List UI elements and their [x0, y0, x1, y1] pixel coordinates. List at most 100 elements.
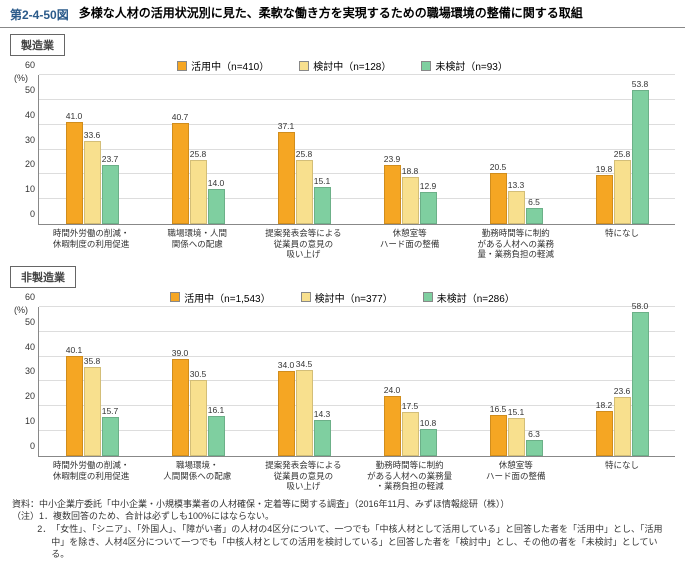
- bar-group-3: 23.918.812.9: [357, 75, 463, 224]
- bar: 34.0: [278, 371, 295, 455]
- bar: 33.6: [84, 141, 101, 224]
- note2-key: 2．: [12, 523, 51, 561]
- chart-panel-panel2: 非製造業活用中（n=1,543）検討中（n=377）未検討（n=286）(%)0…: [0, 260, 685, 492]
- x-tick-label-0: 時間外労働の削減・休暇制度の利用促進: [38, 460, 144, 492]
- legend-swatch: [421, 61, 431, 71]
- figure-title: 多様な人材の活用状況別に見た、柔軟な働き方を実現するための職場環境の整備に関する…: [79, 6, 583, 22]
- bar: 40.1: [66, 356, 83, 456]
- bar: 41.0: [66, 122, 83, 224]
- bar-group-4: 20.513.36.5: [463, 75, 569, 224]
- bar: 25.8: [190, 160, 207, 224]
- bar: 19.8: [596, 175, 613, 224]
- legend-label: 活用中（n=1,543）: [184, 290, 270, 305]
- footer-notes: 資料：中小企業庁委託「中小企業・小規模事業者の人材確保・定着等に関する調査」（2…: [0, 492, 685, 571]
- y-tick-label: 50: [17, 317, 35, 327]
- y-tick-label: 50: [17, 85, 35, 95]
- legend-item-2: 未検討（n=93）: [421, 58, 508, 73]
- bar-value-label: 53.8: [632, 79, 649, 89]
- bar-group-5: 18.223.658.0: [569, 307, 675, 456]
- x-axis-labels: 時間外労働の削減・休暇制度の利用促進職場環境・人間関係への配慮提案発表会等による…: [38, 228, 675, 260]
- bar-value-label: 25.8: [296, 149, 313, 159]
- y-tick-label: 40: [17, 110, 35, 120]
- x-tick-label-0: 時間外労働の削減・休暇制度の利用促進: [38, 228, 144, 260]
- y-tick-label: 40: [17, 342, 35, 352]
- note1-text: 複数回答のため、合計は必ずしも100%にはならない。: [53, 510, 274, 523]
- x-tick-label-2: 提案発表会等による従業員の意見の吸い上げ: [250, 460, 356, 492]
- bar: 15.1: [314, 187, 331, 224]
- bar: 25.8: [296, 160, 313, 224]
- bar-group-5: 19.825.8 53.8: [569, 75, 675, 224]
- bar-value-label: 12.9: [420, 181, 437, 191]
- bar-value-label: 41.0: [66, 111, 83, 121]
- bar-value-label: 30.5: [190, 369, 207, 379]
- bar-group-2: 34.034.514.3: [251, 307, 357, 456]
- y-tick-label: 20: [17, 391, 35, 401]
- bar: 10.8: [420, 429, 437, 456]
- y-tick-label: 30: [17, 135, 35, 145]
- bar-value-label: 23.6: [614, 386, 631, 396]
- bar-value-label: 15.1: [314, 176, 331, 186]
- legend-label: 検討中（n=377）: [315, 290, 393, 305]
- bar: 12.9: [420, 192, 437, 224]
- bar-value-label: 18.2: [596, 400, 613, 410]
- legend: 活用中（n=410）検討中（n=128）未検討（n=93）: [10, 58, 675, 73]
- bar: 24.0: [384, 396, 401, 456]
- bar-value-label: 15.7: [102, 406, 119, 416]
- legend-swatch: [177, 61, 187, 71]
- x-tick-label-4: 勤務時間等に制約がある人材への業務量・業務負担の軽減: [463, 228, 569, 260]
- note1-key: （注）1．: [12, 510, 53, 523]
- y-tick-label: 60: [17, 60, 35, 70]
- bar-value-label: 16.1: [208, 405, 225, 415]
- figure-number: 第2-4-50図: [10, 6, 69, 23]
- bar: 30.5: [190, 380, 207, 456]
- legend-item-1: 検討中（n=377）: [301, 290, 393, 305]
- bar-value-label: 15.1: [508, 407, 525, 417]
- x-axis-labels: 時間外労働の削減・休暇制度の利用促進職場環境・人間関係への配慮提案発表会等による…: [38, 460, 675, 492]
- y-tick-label: 30: [17, 366, 35, 376]
- legend-item-2: 未検討（n=286）: [423, 290, 515, 305]
- y-tick-label: 60: [17, 292, 35, 302]
- bar: 18.2: [596, 411, 613, 456]
- bar: 39.0: [172, 359, 189, 456]
- bar: 25.8: [614, 160, 631, 224]
- bar-value-label: 13.3: [508, 180, 525, 190]
- bar-value-label: 40.1: [66, 345, 83, 355]
- bar-value-label: 16.5: [490, 404, 507, 414]
- x-tick-label-4: 休憩室等ハード面の整備: [463, 460, 569, 492]
- bar-value-label: 23.7: [102, 154, 119, 164]
- bar: 34.5: [296, 370, 313, 456]
- bar-value-label: 14.0: [208, 178, 225, 188]
- bar: 15.7: [102, 417, 119, 456]
- bar-group-2: 37.125.815.1: [251, 75, 357, 224]
- bar: 15.1: [508, 418, 525, 455]
- bar: 13.3: [508, 191, 525, 224]
- bar-value-label: 23.9: [384, 154, 401, 164]
- y-axis-label: (%): [14, 305, 28, 315]
- bar: 6.5: [526, 208, 543, 224]
- bar: 23.6: [614, 397, 631, 456]
- bar: 35.8: [84, 367, 101, 456]
- bar-value-label: 20.5: [490, 162, 507, 172]
- bar-value-label: 6.3: [528, 429, 540, 439]
- y-tick-label: 0: [17, 209, 35, 219]
- bar: 16.1: [208, 416, 225, 456]
- legend-item-1: 検討中（n=128）: [299, 58, 391, 73]
- x-tick-label-1: 職場環境・人間関係への配慮: [144, 460, 250, 492]
- bar-value-label: 34.0: [278, 360, 295, 370]
- bar-value-label: 40.7: [172, 112, 189, 122]
- legend-label: 未検討（n=93）: [435, 58, 508, 73]
- legend-item-0: 活用中（n=1,543）: [170, 290, 270, 305]
- bar-value-label: 10.8: [420, 418, 437, 428]
- x-tick-label-5: 特になし: [569, 228, 675, 260]
- bar-group-1: 39.030.516.1: [145, 307, 251, 456]
- bar: 23.9: [384, 165, 401, 224]
- bar-value-label: 35.8: [84, 356, 101, 366]
- panel-title: 非製造業: [10, 266, 76, 288]
- bar-value-label: 6.5: [528, 197, 540, 207]
- bar-value-label: 18.8: [402, 166, 419, 176]
- source-line: 資料：中小企業庁委託「中小企業・小規模事業者の人材確保・定着等に関する調査」（2…: [12, 498, 673, 511]
- legend-swatch: [170, 292, 180, 302]
- bar-value-label: 14.3: [314, 409, 331, 419]
- legend: 活用中（n=1,543） 検討中（n=377） 未検討（n=286）: [10, 290, 675, 305]
- bar-value-label: 58.0: [632, 301, 649, 311]
